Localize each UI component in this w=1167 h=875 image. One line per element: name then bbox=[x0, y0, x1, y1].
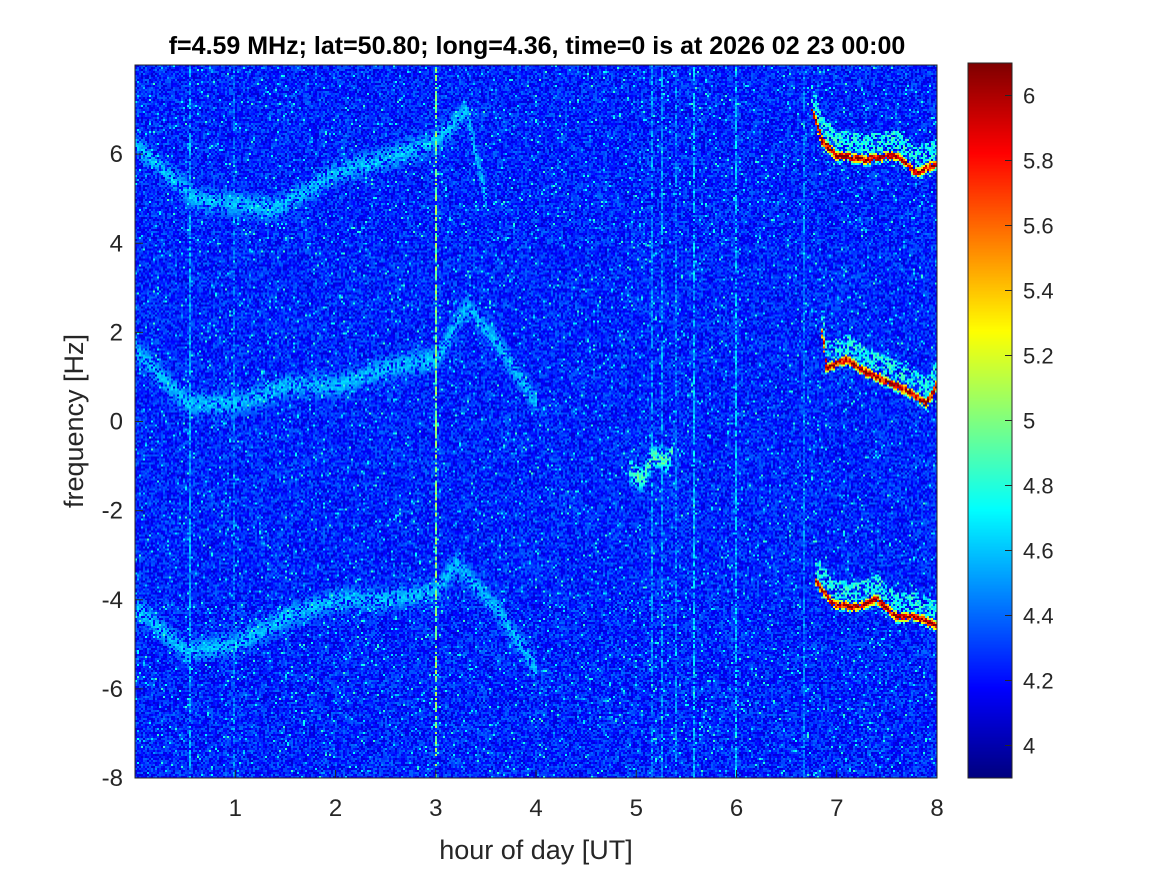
y-axis-label: frequency [Hz] bbox=[59, 334, 89, 508]
x-tick-label: 5 bbox=[630, 795, 643, 822]
x-tick-label: 7 bbox=[830, 795, 843, 822]
y-axis: -8 -6 -4 -2 0 2 4 6 bbox=[102, 141, 143, 792]
x-tick-label: 2 bbox=[329, 795, 342, 822]
x-tick-label: 3 bbox=[429, 795, 442, 822]
x-tick-label: 4 bbox=[529, 795, 542, 822]
colorbar-tick-label: 5.2 bbox=[1023, 344, 1054, 369]
colorbar-tick-label: 4.2 bbox=[1023, 669, 1054, 694]
colorbar-tick-label: 5 bbox=[1023, 409, 1035, 434]
y-tick-label: -2 bbox=[102, 498, 123, 525]
colorbar-tick-label: 5.4 bbox=[1023, 279, 1054, 304]
x-axis-label: hour of day [UT] bbox=[439, 835, 633, 865]
x-axis: 1 2 3 4 5 6 7 8 bbox=[229, 770, 944, 822]
colorbar-tick-label: 5.6 bbox=[1023, 214, 1054, 239]
x-tick-label: 1 bbox=[229, 795, 242, 822]
plot-area bbox=[134, 64, 938, 779]
heatmap-image bbox=[135, 65, 937, 778]
colorbar-tick-label: 4.4 bbox=[1023, 604, 1054, 629]
colorbar-tick-label: 4.6 bbox=[1023, 539, 1054, 564]
chart-title: f=4.59 MHz; lat=50.80; long=4.36, time=0… bbox=[169, 32, 906, 60]
colorbar-tick-label: 4.8 bbox=[1023, 474, 1054, 499]
colorbar-ticks: 4 4.2 4.4 4.6 4.8 5 5.2 5.4 5.6 5.8 6 bbox=[1005, 84, 1054, 759]
colorbar: 4 4.2 4.4 4.6 4.8 5 5.2 5.4 5.6 5.8 6 bbox=[967, 62, 1054, 779]
y-tick-label: 2 bbox=[110, 319, 123, 346]
colorbar-tick-label: 6 bbox=[1023, 84, 1035, 109]
x-tick-label: 6 bbox=[730, 795, 743, 822]
x-tick-label: 8 bbox=[930, 795, 943, 822]
y-tick-label: 0 bbox=[110, 409, 123, 436]
y-tick-label: -4 bbox=[102, 587, 123, 614]
y-tick-label: -6 bbox=[102, 676, 123, 703]
y-tick-label: -8 bbox=[102, 765, 123, 792]
colorbar-gradient bbox=[968, 63, 1012, 778]
colorbar-tick-label: 4 bbox=[1023, 734, 1035, 759]
y-tick-label: 4 bbox=[110, 230, 123, 257]
y-tick-label: 6 bbox=[110, 141, 123, 168]
colorbar-tick-label: 5.8 bbox=[1023, 149, 1054, 174]
